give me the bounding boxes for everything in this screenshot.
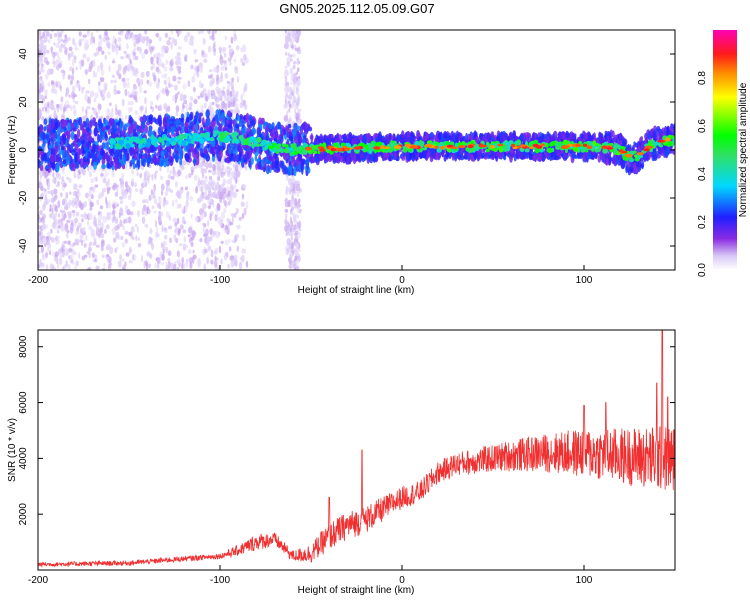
- spectrogram-y-axis-label: Frequency (Hz): [7, 116, 18, 185]
- snr-x-ticks: -200 -100 0 100: [28, 565, 593, 586]
- colorbar-tick-label: 0.4: [697, 167, 708, 181]
- spectrogram-x-ticks: -200 -100 0 100: [28, 265, 593, 286]
- spectrogram-x-axis-label: Height of straight line (km): [298, 285, 415, 296]
- spectrogram-x-tick-label: -100: [210, 275, 230, 286]
- spectrogram-x-tick-label: 0: [399, 275, 405, 286]
- colorbar-tick-label: 0.6: [697, 119, 708, 133]
- snr-y-ticks: 2000 4000 6000 8000: [18, 335, 675, 525]
- colorbar-tick-label: 0.0: [697, 263, 708, 277]
- snr-x-axis-label: Height of straight line (km): [298, 585, 415, 596]
- snr-x-tick-label: -100: [210, 575, 230, 586]
- colorbar-gradient: [713, 30, 737, 270]
- snr-y-axis-label: SNR (10 * v/v): [7, 418, 18, 482]
- snr-x-tick-label: 0: [399, 575, 405, 586]
- spectrogram-y-ticks: -40 -20 0 20 40: [18, 48, 675, 253]
- spectrogram-heatmap: [38, 30, 675, 270]
- snr-frame: [37, 329, 676, 571]
- spectrogram-y-tick-label: 40: [18, 48, 29, 60]
- snr-y-tick-label: 6000: [18, 391, 29, 414]
- spectrogram-x-tick-label: -200: [28, 275, 48, 286]
- snr-line: [38, 330, 675, 568]
- colorbar-label: Normalized spectral amplitude: [738, 82, 749, 217]
- snr-panel: -200 -100 0 100 2000 4000 6000 8000 Height of …: [7, 329, 676, 596]
- colorbar-ticks: 0.0 0.2 0.4 0.6 0.8: [697, 71, 708, 277]
- spectrogram-y-tick-label: 20: [18, 96, 29, 108]
- snr-x-tick-label: 100: [576, 575, 593, 586]
- colorbar-tick-label: 0.2: [697, 215, 708, 229]
- spectrogram-y-tick-label: -20: [18, 190, 29, 205]
- snr-y-tick-label: 8000: [18, 335, 29, 358]
- spectrogram-y-tick-label: -40: [18, 238, 29, 253]
- snr-background: [38, 330, 675, 570]
- snr-series: [38, 330, 675, 568]
- spectrogram-x-tick-label: 100: [576, 275, 593, 286]
- colorbar: 0.0 0.2 0.4 0.6 0.8 Normalized spectral ampl…: [697, 30, 749, 277]
- snr-y-tick-label: 4000: [18, 447, 29, 470]
- snr-x-tick-label: -200: [28, 575, 48, 586]
- spectrogram-y-tick-label: 0: [18, 147, 29, 153]
- colorbar-tick-label: 0.8: [697, 71, 708, 85]
- figure-title: GN05.2025.112.05.09.G07: [279, 1, 434, 16]
- snr-y-tick-label: 2000: [18, 503, 29, 526]
